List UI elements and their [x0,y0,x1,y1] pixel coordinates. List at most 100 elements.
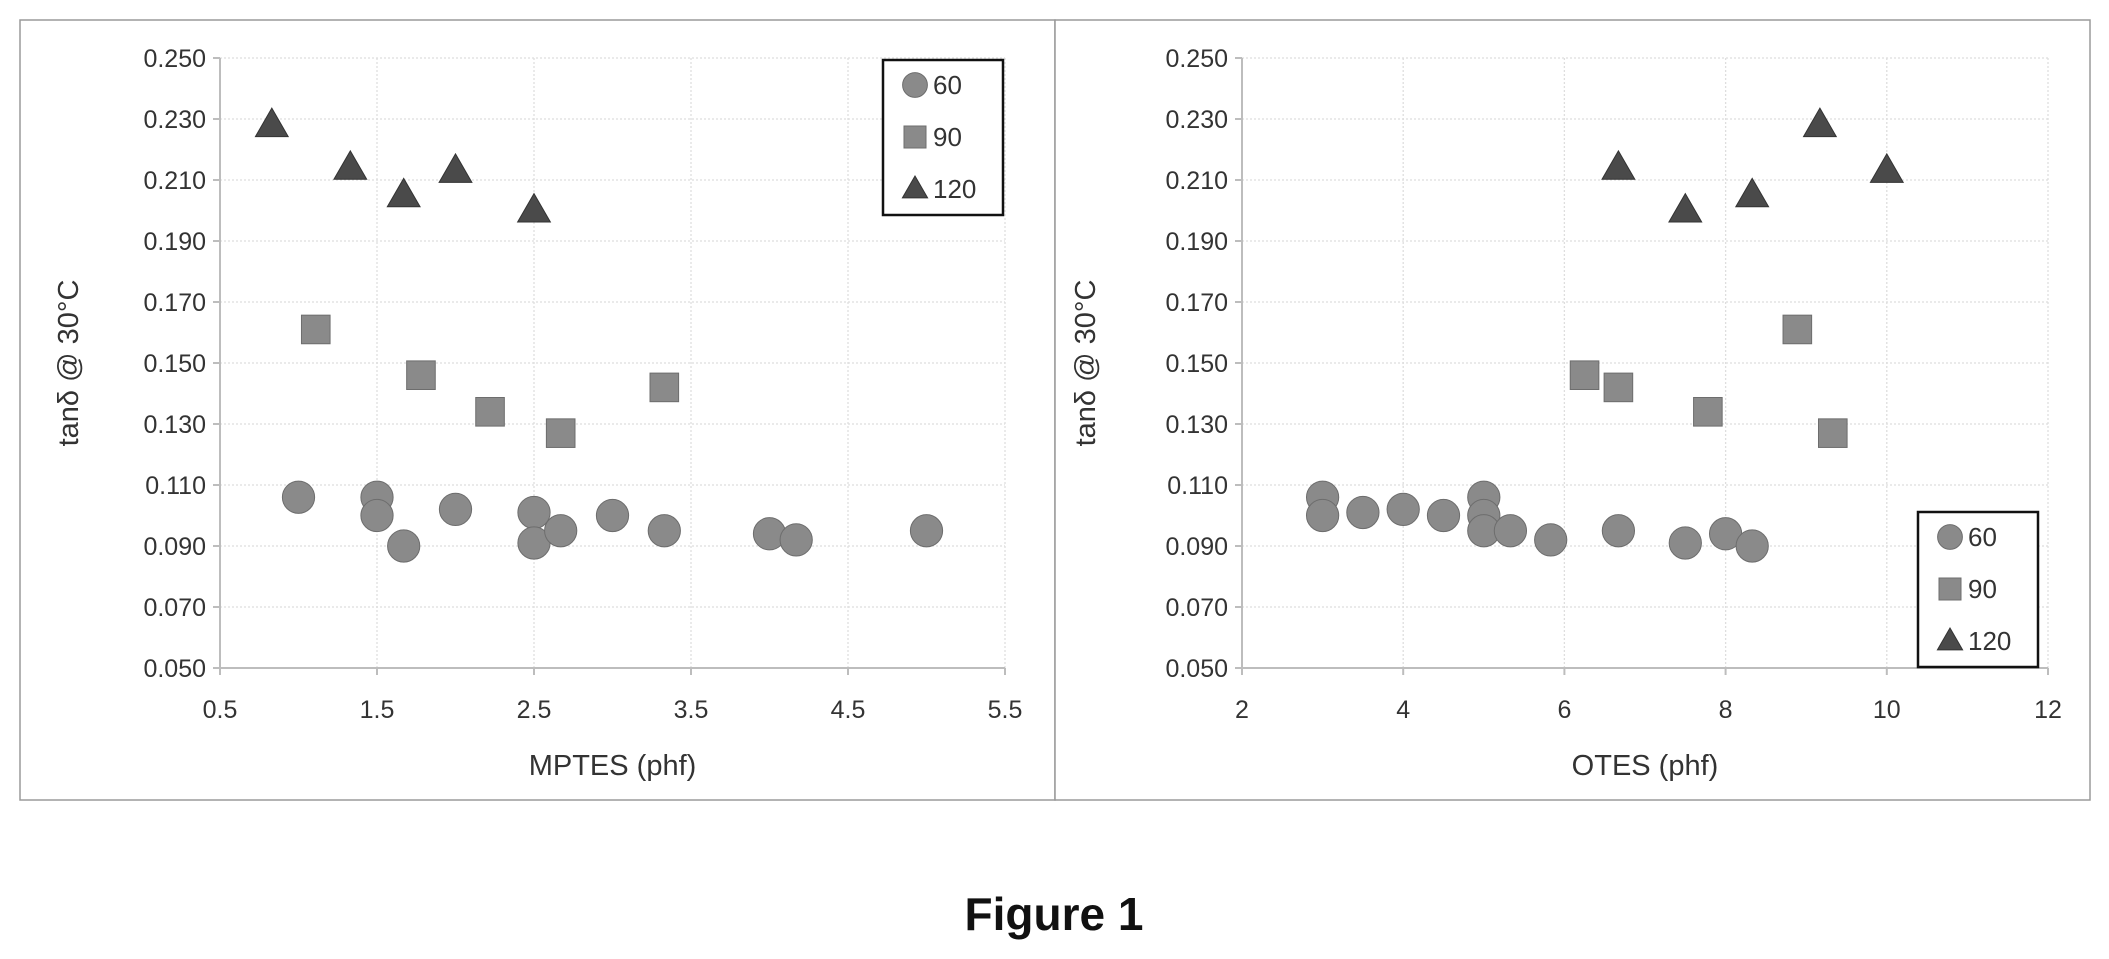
y-tick-label: 0.070 [143,594,206,622]
y-tick-label: 0.170 [143,289,206,317]
y-tick-label: 0.090 [1165,533,1228,561]
y-tick-label: 0.110 [145,472,206,500]
data-point-square [1603,372,1634,403]
data-point-square [649,372,680,403]
data-point-square [1817,418,1848,448]
data-point-circle [1601,514,1636,548]
data-point-circle [387,529,421,563]
data-point-triangle [1601,149,1636,180]
data-point-triangle [438,152,473,183]
legend-marker-circle [902,72,928,98]
x-tick-label: 2 [1235,696,1249,724]
series-60 [1305,480,1769,563]
y-tick-label: 0.210 [1165,167,1228,195]
legend-label: 120 [1968,626,2011,656]
data-point-circle [281,480,316,514]
x-tick-label: 8 [1719,696,1733,724]
x-tick-label: 1.5 [360,696,395,724]
data-point-square [406,360,436,390]
data-point-triangle [386,177,421,208]
data-point-circle [779,523,813,557]
series-60 [281,480,944,563]
series-120 [254,107,552,223]
y-tick-label: 0.130 [1165,411,1228,439]
right-chart-panel: 0.050 0.070 0.090 0.110 0.130 0.150 0.170 0.190… [1054,19,2091,801]
y-axis-title: tanδ @ 30°C [53,280,85,447]
x-tick-label: 6 [1557,696,1571,724]
data-point-circle [1386,492,1420,527]
x-tick-label: 3.5 [674,696,709,724]
data-point-square [1693,397,1723,427]
y-tick-label: 0.150 [143,350,206,378]
data-point-circle [1735,529,1769,563]
data-point-square [1569,360,1600,390]
data-point-circle [1426,498,1461,533]
series-90 [300,314,680,448]
chart-legend: 60 90 120 [881,58,1005,217]
legend-marker-triangle [1936,626,1964,651]
y-tick-label: 0.090 [143,533,206,561]
chart-legend: 60 90 120 [1916,510,2040,669]
y-tick-label: 0.170 [1165,289,1228,317]
data-point-square [545,418,576,448]
data-point-circle [909,514,944,548]
y-tick-label: 0.050 [143,655,206,683]
data-point-circle [517,495,551,530]
data-point-circle [438,492,473,527]
data-point-circle [1493,514,1528,548]
legend-marker-circle [1937,524,1963,550]
left-chart-panel: 0.050 0.070 0.090 0.110 0.130 0.150 0.170 0.190… [19,19,1056,801]
legend-label: 90 [1968,574,1997,604]
y-tick-label: 0.130 [143,411,206,439]
data-point-square [300,314,331,345]
y-tick-label: 0.050 [1165,655,1228,683]
legend-marker-square [903,125,927,149]
data-point-triangle [254,107,290,138]
y-tick-label: 0.150 [1165,350,1228,378]
data-point-triangle [1668,192,1703,223]
data-point-circle [647,514,681,548]
y-axis-title: tanδ @ 30°C [1070,280,1102,447]
data-point-triangle [333,149,368,180]
data-point-circle [544,514,578,548]
x-tick-label: 5.5 [988,696,1023,724]
legend-label: 60 [1968,522,1997,552]
data-point-triangle [1734,177,1770,208]
data-point-triangle [516,192,552,223]
x-tick-label: 0.5 [203,696,238,724]
data-point-circle [1534,523,1568,557]
y-tick-label: 0.190 [143,228,206,256]
chart-frame [1054,19,2091,801]
figure-caption: Figure 1 [965,888,1144,940]
y-tick-label: 0.110 [1167,472,1228,500]
series-90 [1569,314,1848,448]
data-point-circle [595,498,630,533]
y-tick-label: 0.070 [1165,594,1228,622]
x-axis-title: MPTES (phf) [529,750,697,782]
y-tick-label: 0.190 [1165,228,1228,256]
data-point-circle [1305,498,1340,533]
data-point-triangle [1802,107,1838,138]
y-tick-label: 0.250 [1165,45,1228,73]
legend-label: 120 [933,174,976,204]
data-point-circle [1668,526,1702,560]
y-tick-label: 0.250 [143,45,206,73]
x-tick-label: 10 [1873,696,1901,724]
legend-label: 60 [933,70,962,100]
legend-label: 90 [933,122,962,152]
data-point-square [475,397,505,427]
legend-marker-triangle [901,174,929,199]
legend-marker-square [1938,577,1962,601]
x-tick-label: 4 [1396,696,1410,724]
x-tick-label: 4.5 [831,696,866,724]
data-point-circle [360,498,394,533]
y-tick-label: 0.230 [1165,106,1228,134]
x-tick-label: 12 [2034,696,2062,724]
series-120 [1601,107,1905,223]
y-tick-label: 0.230 [143,106,206,134]
x-axis-title: OTES (phf) [1572,750,1719,782]
data-point-square [1782,314,1813,345]
data-point-triangle [1869,152,1905,183]
data-point-circle [1346,495,1380,530]
